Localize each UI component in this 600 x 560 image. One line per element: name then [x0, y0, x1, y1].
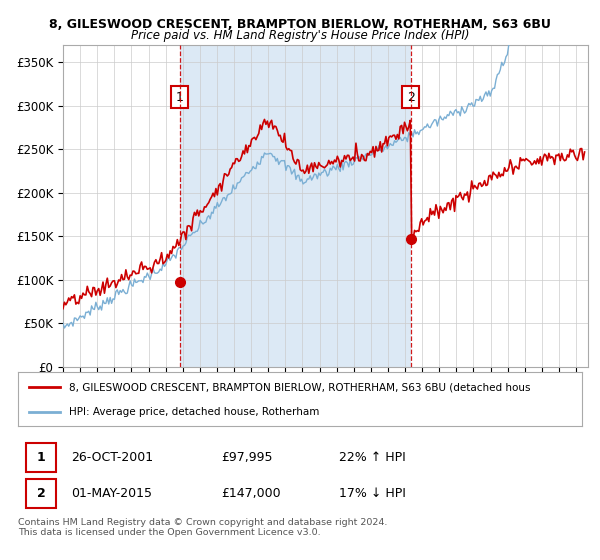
- Text: 2: 2: [407, 91, 415, 104]
- Text: £97,995: £97,995: [221, 451, 272, 464]
- Bar: [179, 45, 410, 367]
- Text: £147,000: £147,000: [221, 487, 281, 500]
- Text: 2: 2: [37, 487, 46, 500]
- Text: HPI: Average price, detached house, Rotherham: HPI: Average price, detached house, Roth…: [69, 407, 319, 417]
- Text: 8, GILESWOOD CRESCENT, BRAMPTON BIERLOW, ROTHERHAM, S63 6BU: 8, GILESWOOD CRESCENT, BRAMPTON BIERLOW,…: [49, 18, 551, 31]
- Text: Price paid vs. HM Land Registry's House Price Index (HPI): Price paid vs. HM Land Registry's House …: [131, 29, 469, 42]
- Bar: [26, 479, 56, 508]
- Text: 01-MAY-2015: 01-MAY-2015: [71, 487, 152, 500]
- Text: 8, GILESWOOD CRESCENT, BRAMPTON BIERLOW, ROTHERHAM, S63 6BU (detached hous: 8, GILESWOOD CRESCENT, BRAMPTON BIERLOW,…: [69, 382, 530, 393]
- Bar: [26, 443, 56, 472]
- Text: 1: 1: [37, 451, 46, 464]
- Text: 26-OCT-2001: 26-OCT-2001: [71, 451, 154, 464]
- Text: 17% ↓ HPI: 17% ↓ HPI: [340, 487, 406, 500]
- Text: 22% ↑ HPI: 22% ↑ HPI: [340, 451, 406, 464]
- Text: 1: 1: [176, 91, 184, 104]
- Text: Contains HM Land Registry data © Crown copyright and database right 2024.
This d: Contains HM Land Registry data © Crown c…: [18, 518, 388, 538]
